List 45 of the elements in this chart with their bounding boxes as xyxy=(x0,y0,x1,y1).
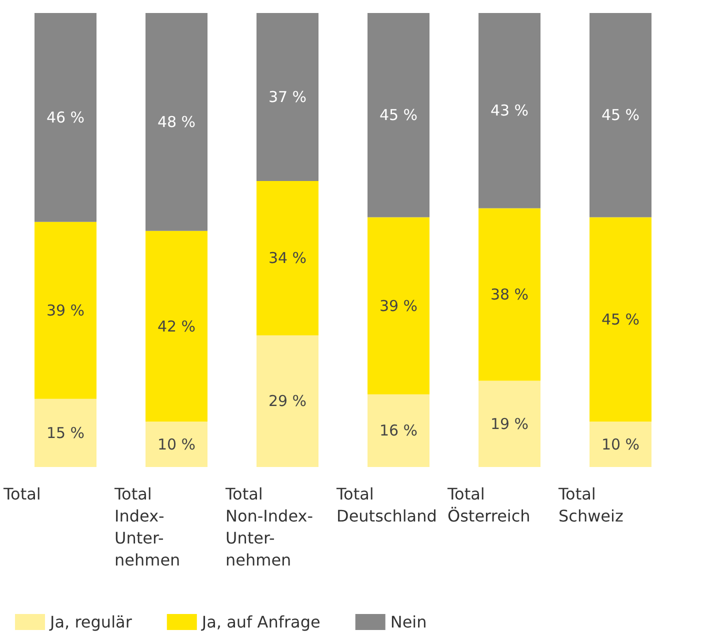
data-label: 37 % xyxy=(268,88,307,106)
legend-label: Ja, regulär xyxy=(49,612,132,632)
x-tick-label: Total Österreich xyxy=(446,484,530,526)
bar xyxy=(256,13,318,181)
bar xyxy=(478,208,540,381)
x-tick-label: Total Deutschland xyxy=(336,484,437,526)
data-label: 15 % xyxy=(46,424,85,442)
x-tick-label: Total Non-Index- Unter- nehmen xyxy=(224,484,313,570)
bar xyxy=(34,222,96,399)
data-label: 45 % xyxy=(601,310,640,328)
bar xyxy=(590,422,652,467)
legend-label: Ja, auf Anfrage xyxy=(200,612,320,632)
data-label: 42 % xyxy=(157,317,196,336)
data-label: 10 % xyxy=(601,435,640,454)
bar xyxy=(146,13,208,231)
bar xyxy=(590,13,652,218)
data-label: 43 % xyxy=(490,102,529,120)
data-label: 45 % xyxy=(379,106,418,124)
bar xyxy=(34,398,96,467)
data-label: 45 % xyxy=(601,106,640,124)
data-label: 39 % xyxy=(46,301,85,320)
x-tick-label: Total xyxy=(2,484,41,504)
bar xyxy=(368,217,430,394)
data-label: 34 % xyxy=(268,249,307,268)
bar xyxy=(478,380,540,467)
legend-label: Nein xyxy=(390,612,427,632)
data-label: 10 % xyxy=(157,435,196,454)
bar xyxy=(256,335,318,467)
bar xyxy=(256,180,318,336)
data-label: 29 % xyxy=(268,392,307,410)
data-label: 16 % xyxy=(379,422,418,440)
data-label: 39 % xyxy=(379,296,418,315)
x-tick-label: Total Schweiz xyxy=(558,484,624,526)
data-label: 46 % xyxy=(46,108,85,126)
bar xyxy=(368,394,430,467)
bar xyxy=(590,217,652,422)
bar xyxy=(368,13,430,218)
bar xyxy=(146,230,208,422)
bar xyxy=(34,13,96,222)
data-label: 19 % xyxy=(490,414,529,433)
data-label: 48 % xyxy=(157,112,196,131)
bar xyxy=(478,13,540,208)
x-tick-label: Total Index- Unter- nehmen xyxy=(114,484,180,570)
bar xyxy=(146,422,208,467)
data-label: 38 % xyxy=(490,285,529,304)
